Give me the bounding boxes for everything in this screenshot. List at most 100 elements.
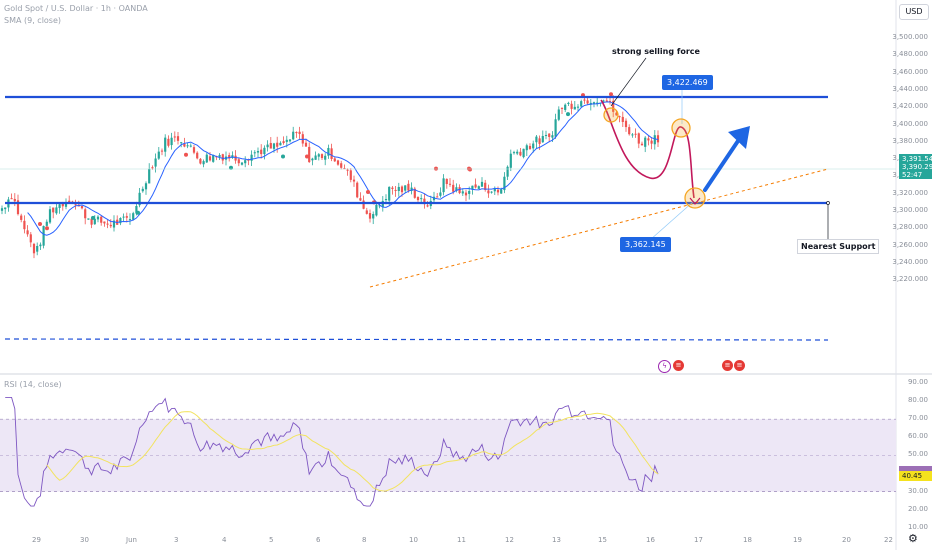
- bottom-target-label: 3,362.145: [620, 237, 671, 252]
- candle-body: [141, 188, 144, 192]
- candle-body: [468, 190, 471, 194]
- highlight-circle: [684, 187, 706, 209]
- candle-body: [352, 179, 356, 182]
- candle-body: [480, 181, 484, 187]
- rsi-tick-label: 20.00: [907, 504, 928, 513]
- candle-body: [439, 192, 442, 196]
- candle-body: [448, 183, 452, 185]
- candle-body: [90, 218, 93, 225]
- candle-body: [36, 245, 39, 252]
- candle-body: [55, 207, 58, 214]
- bottom-target-connector: [649, 200, 695, 241]
- us-flag-icon[interactable]: ≡: [734, 360, 745, 371]
- candle-body: [304, 142, 308, 147]
- rsi-tick-label: 90.00: [907, 378, 928, 386]
- bar-countdown: 52:47: [902, 171, 923, 179]
- candle-body: [528, 145, 532, 149]
- candle-body: [208, 156, 212, 161]
- signal-dot: [609, 92, 613, 97]
- time-tick-label: 15: [598, 536, 607, 544]
- time-tick-label: 11: [457, 536, 466, 544]
- strong-selling-force-label: strong selling force: [612, 47, 700, 56]
- candle-body: [106, 223, 109, 225]
- gear-icon[interactable]: ⚙: [908, 533, 918, 545]
- candle-body: [656, 135, 660, 143]
- candle-body: [237, 159, 240, 164]
- signal-dot: [184, 152, 188, 157]
- candle-body: [525, 145, 528, 151]
- candle-body: [455, 187, 458, 191]
- candle-body: [340, 163, 343, 168]
- time-tick-label: 4: [222, 536, 227, 544]
- candle-body: [13, 198, 16, 202]
- projection-arrow-shaft: [703, 133, 744, 192]
- projected-path: [600, 99, 695, 199]
- candle-body: [500, 189, 503, 194]
- candle-body: [621, 116, 624, 123]
- candle-body: [61, 203, 64, 207]
- rsi-tick-label: 60.00: [907, 432, 928, 441]
- candle-body: [535, 136, 538, 143]
- candle-body: [39, 244, 42, 247]
- candle-body: [314, 155, 317, 160]
- sma-legend[interactable]: SMA (9, close): [4, 16, 62, 25]
- candle-body: [80, 205, 84, 209]
- price-tick-label: 3,240.000: [892, 257, 928, 266]
- candle-body: [192, 147, 196, 153]
- candle-body: [180, 142, 183, 144]
- candle-body: [253, 152, 256, 154]
- price-tick-label: 3,300.000: [892, 206, 928, 214]
- candle-body: [292, 131, 295, 140]
- price-tick-label: 3,400.000: [892, 119, 928, 128]
- us-flag-icon[interactable]: ≡: [722, 360, 733, 371]
- candle-body: [263, 147, 266, 155]
- candle-body: [260, 149, 263, 155]
- signal-dot: [366, 189, 370, 194]
- candle-body: [285, 139, 288, 142]
- candle-body: [135, 205, 138, 214]
- candle-body: [218, 155, 221, 157]
- rsi-tick-label: 70.00: [907, 414, 928, 423]
- candle-body: [404, 185, 407, 191]
- time-tick-label: 20: [842, 536, 851, 544]
- candle-body: [0, 208, 4, 211]
- candle-body: [4, 207, 7, 210]
- ascending-trendline: [369, 168, 829, 288]
- currency-button[interactable]: USD: [899, 4, 929, 20]
- candle-body: [320, 154, 324, 159]
- candle-body: [311, 158, 314, 161]
- candle-body: [173, 136, 176, 138]
- price-tick-label: 3,480.000: [892, 50, 928, 59]
- candle-body: [228, 155, 231, 159]
- candle-body: [580, 101, 583, 107]
- candle-body: [490, 191, 493, 193]
- candle-body: [240, 162, 244, 165]
- candle-body: [365, 210, 368, 214]
- rsi-legend[interactable]: RSI (14, close): [4, 380, 62, 389]
- candle-body: [653, 135, 656, 145]
- nearest-support-label: Nearest Support: [797, 239, 880, 254]
- candle-body: [583, 99, 586, 101]
- candle-body: [477, 186, 480, 189]
- candle-body: [384, 199, 388, 201]
- candle-body: [471, 185, 474, 190]
- candle-body: [199, 158, 202, 164]
- candle-body: [423, 198, 426, 205]
- candle-body: [109, 224, 112, 227]
- us-flag-icon[interactable]: ≡: [673, 360, 684, 371]
- candle-body: [272, 143, 276, 149]
- candle-body: [362, 200, 365, 209]
- candle-body: [148, 168, 151, 184]
- signal-dot: [45, 226, 49, 231]
- callout-connector: [610, 57, 647, 107]
- symbol-legend[interactable]: Gold Spot / U.S. Dollar · 1h · OANDA: [4, 4, 148, 13]
- candle-body: [176, 136, 180, 141]
- projection-arrow-head: [728, 126, 750, 149]
- lightning-icon[interactable]: ϟ: [658, 360, 671, 373]
- candle-body: [442, 178, 445, 193]
- candle-body: [247, 159, 250, 161]
- secondary-price-badge: 3,390.290 52:47: [899, 163, 932, 179]
- signal-dot: [468, 167, 472, 172]
- time-tick-label: 3: [174, 536, 179, 544]
